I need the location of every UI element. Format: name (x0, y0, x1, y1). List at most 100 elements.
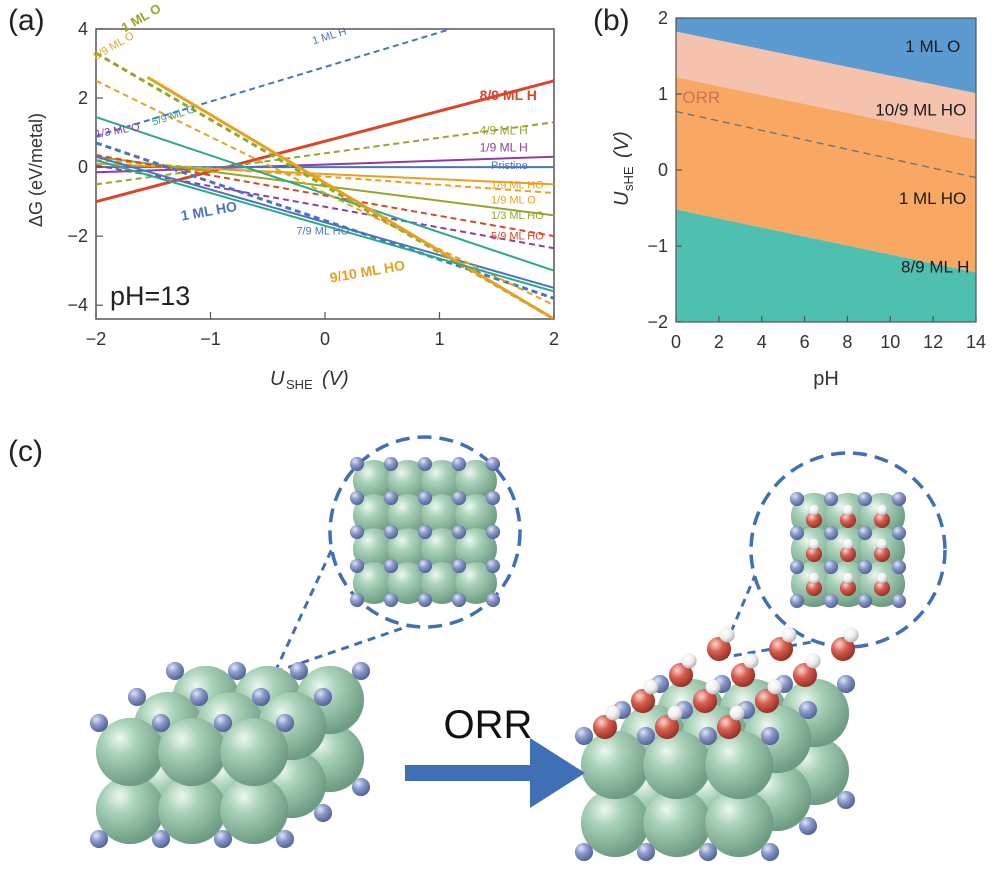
region-label-1-ml-o: 1 ML O (905, 37, 960, 56)
nitrogen-atom (698, 726, 718, 746)
chart-a-xtick-label: 1 (434, 329, 444, 349)
oxygen-atom (768, 636, 794, 662)
region-10-9-ml-ho (676, 31, 976, 140)
pristine-slab (89, 661, 371, 849)
chart-a-xtick-label: −1 (200, 329, 221, 349)
chart-a-xlabel: U SHE (V) (270, 368, 349, 392)
chart-b-ylabel-unit: (V) (611, 131, 633, 158)
chart-a-xlabel-main: U (270, 368, 285, 390)
region-1-ml-o (676, 18, 976, 94)
nitrogen-atom (798, 816, 818, 836)
nitrogen-atom (417, 558, 433, 574)
chart-a-ytick-label: −4 (67, 295, 88, 315)
nitrogen-atom (213, 829, 233, 849)
hydrogen-atom (605, 705, 621, 721)
panel-label-a: (a) (8, 4, 45, 37)
nitrogen-atom (798, 700, 818, 720)
region-1-ml-ho (676, 77, 976, 273)
nitrogen-atom (349, 524, 365, 540)
oxygen-atom (754, 688, 780, 714)
nitrogen-atom (417, 456, 433, 472)
oxygen-atom (630, 688, 656, 714)
nitrogen-atom (823, 593, 839, 609)
chart-b-ylabel-sub: sHE (621, 166, 636, 191)
series-line-1-3-ml-o (96, 164, 554, 250)
hydrogen-atom (743, 653, 759, 669)
series-line-5-9-ml-ho (96, 154, 554, 238)
orr-line (676, 110, 976, 179)
chart-b-xtick-label: 14 (966, 332, 986, 352)
nitrogen-atom (151, 713, 171, 733)
nitrogen-atom (349, 558, 365, 574)
nitrogen-atom (636, 842, 656, 862)
region-top-edge (676, 9, 976, 18)
nitrogen-atom (891, 559, 907, 575)
oxygen-atom (592, 714, 618, 740)
chart-b-ytick-label: 1 (658, 84, 668, 104)
nitrogen-atom (189, 687, 209, 707)
nitrogen-atom (698, 842, 718, 862)
chart-b-xtick-label: 0 (671, 332, 681, 352)
hydrogen-atom (781, 627, 797, 643)
nitrogen-atom (823, 559, 839, 575)
oxygen-atom (792, 662, 818, 688)
hydroxylated-slab (574, 627, 859, 862)
nitrogen-atom (823, 491, 839, 507)
nitrogen-atom (891, 593, 907, 609)
nitrogen-atom (891, 491, 907, 507)
chart-a-xtick-label: 0 (320, 329, 330, 349)
hydrogen-atom (805, 653, 821, 669)
nitrogen-atom (417, 524, 433, 540)
nitrogen-atom (636, 726, 656, 746)
chart-b-ylabel-main: U (611, 191, 633, 206)
chart-a-xtick-label: −2 (86, 329, 107, 349)
hydrogen-atom (719, 627, 735, 643)
chart-b-ylabel: U sHE (V) (611, 131, 636, 206)
oxygen-atom (654, 714, 680, 740)
nitrogen-atom (251, 687, 271, 707)
chart-a-ytick-label: 2 (78, 88, 88, 108)
series-label-8-9-ml-h: 8/9 ML H (480, 87, 537, 103)
left-zoom-surface (349, 456, 501, 608)
nitrogen-atom (789, 559, 805, 575)
nitrogen-atom (383, 558, 399, 574)
orr-arrow-label: ORR (444, 703, 533, 747)
nitrogen-atom (574, 726, 594, 746)
nitrogen-atom (351, 777, 371, 797)
hydrogen-atom (808, 572, 820, 584)
nitrogen-atom (836, 674, 856, 694)
chart-b-xtick-label: 4 (757, 332, 767, 352)
region-label-10-9-ml-ho: 10/9 ML HO (875, 100, 966, 119)
series-label-5-9-ml-ho: 5/9 ML HO (491, 231, 544, 243)
series-line-9-10-ml-ho (146, 76, 554, 319)
right-zoom-callout (718, 451, 947, 660)
chart-a-xlabel-unit: (V) (322, 368, 349, 390)
nitrogen-atom (485, 558, 501, 574)
nitrogen-atom (789, 525, 805, 541)
chart-a-ytick-label: 4 (78, 19, 88, 39)
chart-b-xtick-label: 2 (714, 332, 724, 352)
nitrogen-atom (383, 524, 399, 540)
left-zoom-callout (273, 435, 522, 674)
series-label-1-3-ml-ho: 1/3 ML HO (491, 210, 544, 222)
region-8-9-ml-h (676, 209, 976, 322)
chart-a-annotation: pH=13 (110, 281, 190, 311)
oxygen-atom (706, 636, 732, 662)
chart-b: 1 ML O 10/9 ML HO 1 ML HO 8/9 ML H ORR 0 2 4 6 8… (611, 8, 986, 390)
panel-label-b: (b) (593, 4, 630, 37)
chart-b-ytick-label: 2 (658, 8, 668, 28)
chart-a-frame (95, 28, 555, 320)
series-label-1-9-ml-ho: 1/9 ML HO (491, 180, 544, 192)
hydrogen-atom (876, 504, 888, 516)
chart-b-xtick-label: 10 (880, 332, 900, 352)
series-label-1-9-ml-o: 1/9 ML O (491, 194, 536, 206)
hydrogen-atom (808, 538, 820, 550)
nitrogen-atom (383, 456, 399, 472)
nitrogen-atom (275, 829, 295, 849)
nitrogen-atom (485, 490, 501, 506)
hydrogen-atom (876, 538, 888, 550)
nitrogen-atom (349, 592, 365, 608)
nitrogen-atom (313, 803, 333, 823)
hydrogen-atom (843, 627, 859, 643)
metal-atom (219, 717, 289, 787)
